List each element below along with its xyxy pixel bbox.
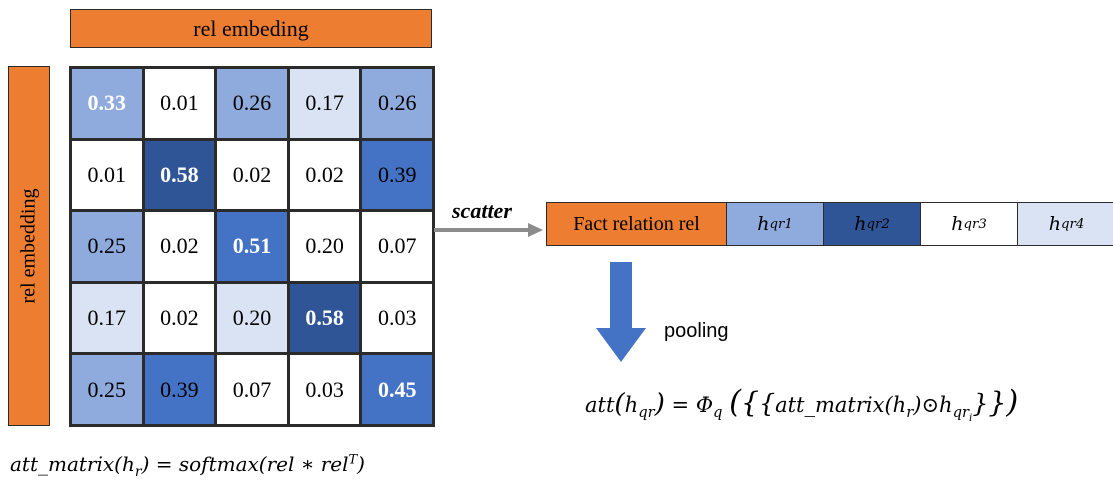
pooling-arrow-icon — [596, 262, 646, 362]
att-h-sub: qr — [952, 404, 970, 422]
matrix-cell-r1-c4: 0.17 — [289, 69, 360, 138]
phi-sub: q — [713, 404, 723, 422]
att-lhs-sub: qr — [638, 404, 655, 422]
fact-relation-cell: Fact relation rel — [547, 203, 727, 245]
odot-symbol: ⊙ — [921, 393, 940, 417]
attention-formula: att(hqr) = Φq ({{att_matrix(hr)⊙hqri}}) — [585, 385, 1019, 425]
h-qr1-cell: h qr1 — [727, 203, 824, 245]
h-qr4-sub: qr4 — [1060, 216, 1085, 232]
row-header: rel embedding — [8, 66, 50, 426]
h-qr3-sub: qr3 — [963, 216, 987, 232]
h-qr4-cell: h qr4 — [1018, 203, 1113, 245]
scatter-label: scatter — [452, 198, 512, 223]
matrix-cell-r3-c3: 0.51 — [217, 212, 287, 281]
matrix-cell-r3-c4: 0.20 — [289, 212, 360, 281]
h-qr2-cell: h qr2 — [824, 203, 921, 245]
matrix-cell-r3-c5: 0.07 — [362, 212, 432, 281]
att-inner: att_matrix — [775, 393, 885, 417]
matrix-cell-r1-c5: 0.26 — [362, 69, 432, 138]
attention-matrix: 0.33 0.01 0.26 0.17 0.26 0.01 0.58 0.02 0.02 0.39… — [69, 66, 435, 427]
fact-sequence: Fact relation rel h qr1 h qr2 h qr3 h qr4 — [546, 202, 1113, 246]
att-inner-sub: r — [906, 404, 914, 422]
matrix-cell-r2-c3: 0.02 — [217, 140, 287, 210]
h-qr3-cell: h qr3 — [921, 203, 1018, 245]
matrix-cell-r4-c5: 0.03 — [362, 283, 432, 353]
matrix-cell-r5-c2: 0.39 — [144, 355, 215, 424]
matrix-cell-r5-c5: 0.45 — [362, 355, 432, 424]
matrix-cell-r4-c2: 0.02 — [144, 283, 215, 353]
formula-transpose: T — [348, 452, 358, 468]
matrix-cell-r4-c1: 0.17 — [72, 283, 142, 353]
matrix-cell-r4-c3: 0.20 — [217, 283, 287, 353]
matrix-formula: att_matrix(hr) = softmax(rel ∗ relT) — [10, 452, 365, 480]
matrix-cell-r3-c1: 0.25 — [72, 212, 142, 281]
column-header-label: rel embeding — [193, 15, 309, 41]
h-qr2-sub: qr2 — [866, 216, 890, 232]
formula-eq: = — [149, 452, 179, 476]
matrix-cell-r5-c4: 0.03 — [289, 355, 360, 424]
att-eq: = — [664, 393, 696, 417]
matrix-cell-r2-c4: 0.02 — [289, 140, 360, 210]
formula-rhs: softmax(rel ∗ rel — [178, 452, 349, 476]
matrix-cell-r5-c1: 0.25 — [72, 355, 142, 424]
formula-arg-sub: r — [134, 464, 142, 480]
matrix-cell-r1-c1: 0.33 — [72, 69, 142, 138]
matrix-cell-r2-c2: 0.58 — [144, 140, 215, 210]
matrix-cell-r5-c3: 0.07 — [217, 355, 287, 424]
matrix-cell-r3-c2: 0.02 — [144, 212, 215, 281]
matrix-cell-r2-c5: 0.39 — [362, 140, 432, 210]
matrix-cell-r1-c2: 0.01 — [144, 69, 215, 138]
formula-close: ) — [357, 452, 365, 476]
formula-arg: h — [121, 452, 135, 476]
formula-matrix-name: att_matrix — [10, 452, 115, 476]
att-lhs: att — [585, 393, 615, 417]
column-header: rel embeding — [70, 9, 432, 48]
matrix-cell-r2-c1: 0.01 — [72, 140, 142, 210]
fact-relation-label: Fact relation rel — [573, 212, 700, 235]
att-h-subsub: i — [969, 412, 973, 425]
scatter-arrow-icon — [434, 223, 543, 237]
matrix-cell-r4-c4: 0.58 — [289, 283, 360, 353]
matrix-cell-r1-c3: 0.26 — [217, 69, 287, 138]
pooling-label: pooling — [664, 320, 729, 342]
phi-symbol: Φ — [695, 393, 714, 417]
h-qr1-sub: qr1 — [769, 216, 793, 232]
